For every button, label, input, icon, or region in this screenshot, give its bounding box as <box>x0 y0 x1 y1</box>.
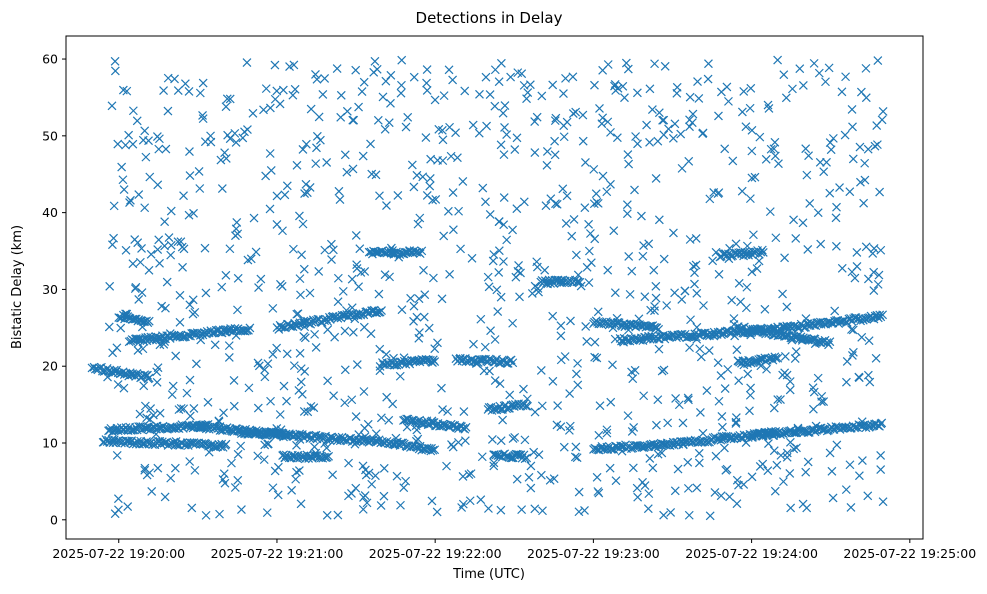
x-tick-label: 2025-07-22 19:24:00 <box>685 546 818 561</box>
y-tick-label: 20 <box>42 359 58 374</box>
chart-title: Detections in Delay <box>416 9 563 27</box>
y-tick-label: 10 <box>42 436 58 451</box>
y-tick-label: 40 <box>42 205 58 220</box>
x-tick-label: 2025-07-22 19:21:00 <box>211 546 344 561</box>
y-tick-label: 0 <box>50 512 58 527</box>
x-tick-label: 2025-07-22 19:20:00 <box>52 546 185 561</box>
y-tick-label: 50 <box>42 128 58 143</box>
y-tick-label: 60 <box>42 52 58 67</box>
x-axis-title: Time (UTC) <box>452 567 525 582</box>
y-axis-title: Bistatic Delay (km) <box>10 225 25 349</box>
y-tick-label: 30 <box>42 282 58 297</box>
x-tick-label: 2025-07-22 19:25:00 <box>843 546 976 561</box>
x-tick-label: 2025-07-22 19:22:00 <box>369 546 502 561</box>
x-tick-label: 2025-07-22 19:23:00 <box>527 546 660 561</box>
